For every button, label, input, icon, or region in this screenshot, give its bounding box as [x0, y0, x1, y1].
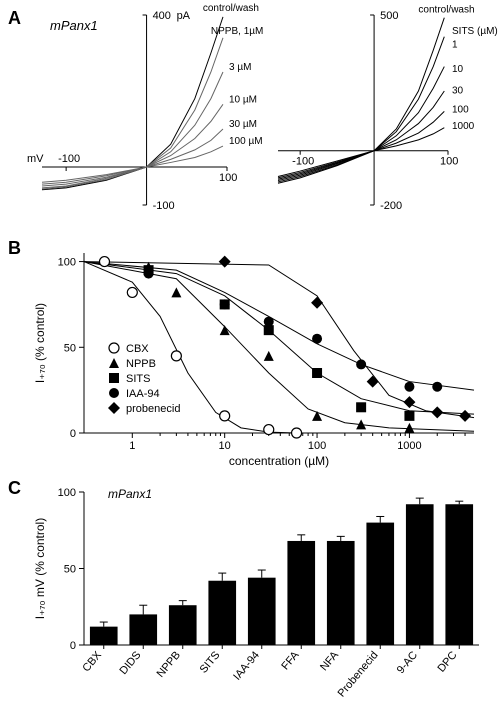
- svg-text:SITS (µM): SITS (µM): [452, 26, 498, 37]
- panel-b-chart: 0 50 100 1 10 100 1000 concentration (µM) I₊₇₀ (…: [24, 238, 494, 478]
- svg-text:IAA-94: IAA-94: [231, 649, 262, 682]
- panel-c-chart: 0 50 100 I₊₇₀ mV (% control) mPanx1 CBX DIDS NP…: [24, 480, 494, 712]
- svg-text:-200: -200: [380, 200, 402, 212]
- svg-text:NFA: NFA: [318, 649, 341, 674]
- svg-text:probenecid: probenecid: [126, 403, 180, 415]
- svg-text:0: 0: [70, 428, 76, 440]
- panel-c-label: C: [8, 478, 21, 499]
- svg-text:30 µM: 30 µM: [229, 119, 257, 130]
- svg-text:30: 30: [452, 86, 464, 97]
- svg-text:DPC: DPC: [435, 649, 459, 675]
- svg-text:NPPB: NPPB: [155, 649, 183, 680]
- svg-text:CBX: CBX: [80, 649, 104, 675]
- svg-text:1000: 1000: [397, 440, 421, 452]
- svg-text:control/wash: control/wash: [418, 4, 474, 15]
- svg-text:100: 100: [58, 257, 76, 269]
- svg-text:100: 100: [219, 172, 237, 184]
- svg-text:50: 50: [64, 564, 76, 576]
- svg-text:1: 1: [129, 440, 135, 452]
- svg-text:concentration (µM): concentration (µM): [229, 454, 329, 468]
- svg-text:mPanx1: mPanx1: [108, 487, 152, 501]
- svg-text:10: 10: [452, 64, 464, 75]
- svg-text:mPanx1: mPanx1: [50, 18, 98, 33]
- svg-text:NPPB, 1µM: NPPB, 1µM: [211, 26, 263, 37]
- svg-text:100 µM: 100 µM: [229, 136, 263, 147]
- svg-text:NPPB: NPPB: [126, 358, 156, 370]
- panel-a-left-chart: -100 100 400 -100 pA mV mPanx1 control/wash NPPB…: [22, 0, 267, 220]
- svg-text:Probenecid: Probenecid: [336, 649, 381, 699]
- svg-text:50: 50: [64, 342, 76, 354]
- panel-a-right-chart: -100 100 500 -200 control/wash SITS (µM) 1 10 30…: [268, 0, 503, 220]
- svg-text:SITS: SITS: [198, 649, 223, 675]
- svg-text:10 µM: 10 µM: [229, 94, 257, 105]
- svg-text:mV: mV: [27, 153, 44, 165]
- svg-text:100: 100: [440, 156, 458, 168]
- svg-text:control/wash: control/wash: [203, 3, 259, 14]
- svg-text:0: 0: [70, 640, 76, 652]
- svg-text:pA: pA: [177, 10, 191, 22]
- panel-b-label: B: [8, 238, 21, 259]
- svg-text:10: 10: [219, 440, 231, 452]
- panel-a-label: A: [8, 8, 21, 29]
- svg-text:-100: -100: [153, 200, 175, 212]
- svg-text:100: 100: [58, 487, 76, 499]
- svg-text:1: 1: [452, 40, 458, 51]
- svg-text:500: 500: [380, 10, 398, 22]
- svg-text:IAA-94: IAA-94: [126, 388, 160, 400]
- svg-text:-100: -100: [58, 153, 80, 165]
- svg-text:FFA: FFA: [279, 649, 302, 673]
- svg-text:CBX: CBX: [126, 343, 149, 355]
- svg-text:DIDS: DIDS: [117, 649, 143, 677]
- svg-text:100: 100: [308, 440, 326, 452]
- svg-text:-100: -100: [292, 156, 314, 168]
- svg-text:I₊₇₀ mV (% control): I₊₇₀ mV (% control): [33, 518, 47, 619]
- svg-text:SITS: SITS: [126, 373, 150, 385]
- svg-text:400: 400: [153, 10, 171, 22]
- svg-text:1000: 1000: [452, 121, 475, 132]
- svg-text:100: 100: [452, 105, 469, 116]
- svg-text:3 µM: 3 µM: [229, 62, 251, 73]
- svg-text:I₊₇₀ (% control): I₊₇₀ (% control): [33, 303, 47, 383]
- svg-text:9-AC: 9-AC: [395, 649, 420, 676]
